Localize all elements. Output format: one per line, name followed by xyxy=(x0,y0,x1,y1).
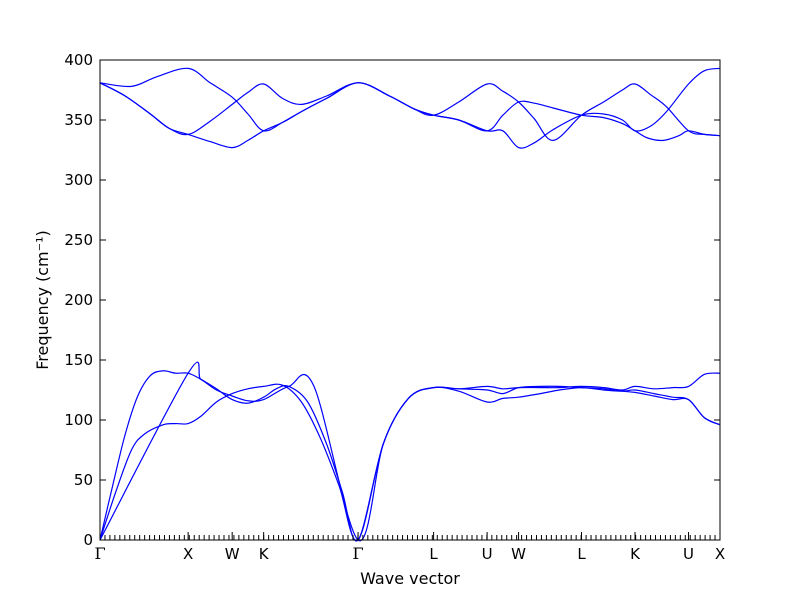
band-line-6 xyxy=(99,67,721,149)
x-tick-label: W xyxy=(511,545,526,563)
y-tick-label: 350 xyxy=(64,111,93,129)
y-tick-label: 100 xyxy=(64,411,93,429)
y-tick-label: 0 xyxy=(83,531,93,549)
y-tick-label: 150 xyxy=(64,351,93,369)
x-tick-label: Γ xyxy=(353,544,364,563)
band-line-3 xyxy=(99,361,721,542)
x-tick-label: K xyxy=(259,545,270,563)
y-tick-label: 250 xyxy=(64,231,93,249)
x-tick-label: W xyxy=(225,545,240,563)
y-tick-label: 50 xyxy=(74,471,93,489)
x-tick-label: K xyxy=(630,545,641,563)
y-tick-label: 200 xyxy=(64,291,93,309)
x-tick-label: L xyxy=(577,545,586,563)
plot-frame xyxy=(99,59,721,541)
y-axis-label: Frequency (cm⁻¹) xyxy=(33,230,52,369)
y-tick-label: 400 xyxy=(64,51,93,69)
x-tick-label: X xyxy=(715,545,725,563)
x-tick-label: U xyxy=(683,545,694,563)
y-tick-label: 300 xyxy=(64,171,93,189)
x-tick-label: X xyxy=(183,545,193,563)
x-tick-label: L xyxy=(429,545,438,563)
x-tick-label: Γ xyxy=(94,544,105,563)
x-axis-label: Wave vector xyxy=(360,569,460,588)
x-tick-label: U xyxy=(482,545,493,563)
